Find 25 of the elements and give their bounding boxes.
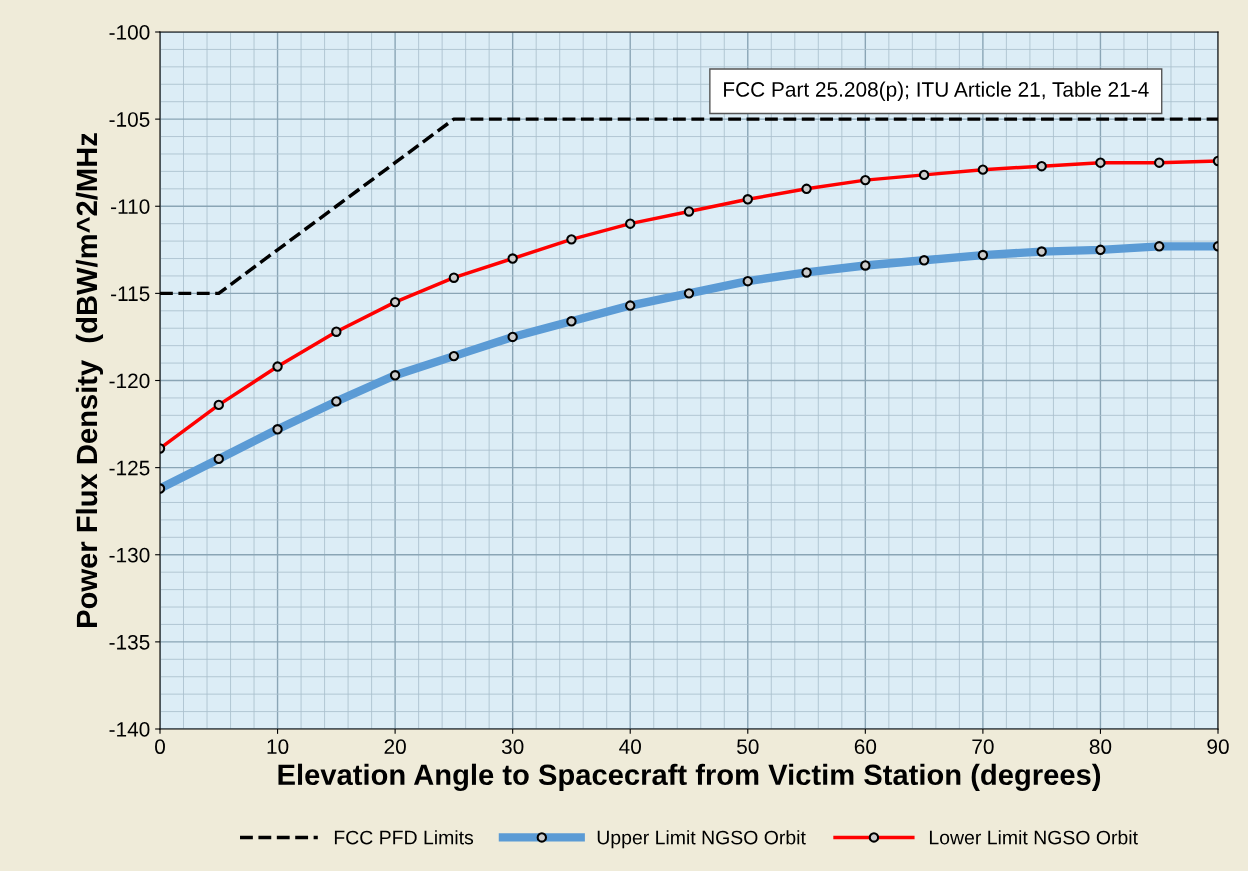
y-tick-label: -130 [109,547,150,563]
legend-label: FCC PFD Limits [334,830,474,845]
y-tick-label: -100 [109,25,150,40]
y-tick-label: -115 [111,286,150,302]
x-tick-label: 20 [384,739,406,755]
y-tick-label: -105 [109,112,150,127]
y-axis-title: Power Flux Density (dBW/m^2/MHz [75,133,104,627]
y-tick-label: -125 [109,460,150,476]
x-tick-label: 40 [619,739,641,755]
y-tick-label: -140 [109,722,150,737]
y-tick-label: -110 [111,199,150,214]
x-tick-label: 80 [1089,739,1112,755]
y-tick-label: -135 [109,634,150,650]
x-axis-title: Elevation Angle to Spacecraft from Victim Station (degrees) [278,763,1101,792]
legend-label: Upper Limit NGSO Orbit [597,830,806,849]
x-tick-label: 90 [1207,739,1229,755]
x-tick-label: 0 [155,739,165,755]
x-tick-label: 60 [854,739,877,755]
x-tick-label: 10 [267,739,289,755]
annotation: FCC Part 25.208(p); ITU Article 21, Table 21-4 [724,81,1149,101]
y-tick-label: -120 [109,373,150,389]
x-tick-label: 30 [501,739,524,755]
x-tick-label: 70 [972,739,994,755]
x-tick-label: 50 [737,739,759,755]
legend-label: Lower Limit NGSO Orbit [929,830,1138,845]
